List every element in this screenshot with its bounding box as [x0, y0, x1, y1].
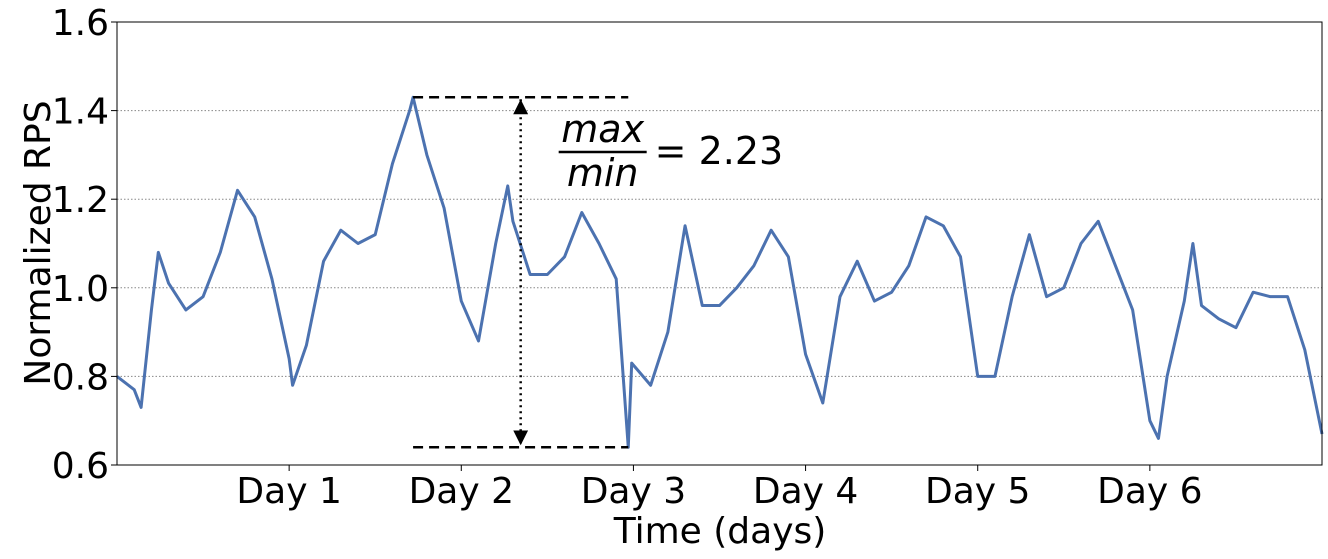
y-tick-label: 1.2: [52, 180, 109, 221]
x-tick-label: Day 6: [1097, 471, 1202, 512]
ratio-value: = 2.23: [655, 129, 784, 173]
x-tick-label: Day 1: [236, 471, 341, 512]
x-axis-label: Time (days): [613, 511, 827, 552]
y-tick-label: 1.4: [52, 92, 109, 133]
x-tick-label: Day 4: [753, 471, 858, 512]
y-axis-label: Normalized RPS: [18, 100, 59, 385]
y-tick-label: 0.8: [52, 357, 109, 398]
x-tick-label: Day 2: [409, 471, 514, 512]
y-tick-label: 1.6: [52, 3, 109, 44]
ratio-denominator: min: [567, 151, 639, 195]
x-tick-label: Day 3: [581, 471, 686, 512]
y-tick-label: 0.6: [52, 446, 109, 487]
y-tick-label: 1.0: [52, 269, 109, 310]
x-tick-label: Day 5: [925, 471, 1030, 512]
line-series: [116, 95, 1324, 449]
ratio-numerator: max: [561, 107, 644, 151]
plot-frame: [116, 21, 1323, 466]
